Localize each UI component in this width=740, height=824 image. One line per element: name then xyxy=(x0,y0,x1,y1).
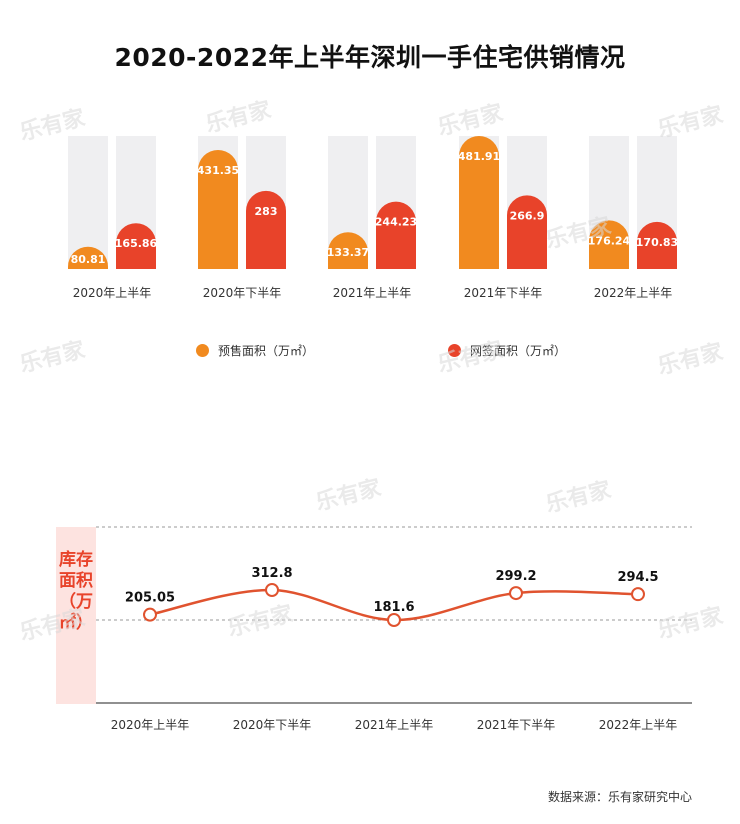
data-point xyxy=(631,587,645,602)
x-tick-label: 2021年上半年 xyxy=(355,718,434,732)
supply-sales-bar-chart: 80.81 165.86 2020年上半年 431.35 283 2020年下半年 133.… xyxy=(68,136,678,300)
bar-value-label: 244.23 xyxy=(375,216,417,229)
x-tick-label: 2021年下半年 xyxy=(464,286,543,300)
bar-value-label: 481.91 xyxy=(458,150,500,163)
bar-presale xyxy=(589,220,629,269)
bar-signed xyxy=(507,195,547,269)
x-tick-label: 2022年上半年 xyxy=(599,718,678,732)
bar-signed xyxy=(246,190,286,269)
bar-value-label: 431.35 xyxy=(197,164,239,177)
legend-item-signed: 网签面积（万㎡） xyxy=(448,342,566,359)
bar-signed xyxy=(116,223,156,269)
data-point xyxy=(387,613,401,627)
bar-signed xyxy=(637,221,678,269)
x-tick-label: 2020年上半年 xyxy=(111,718,190,732)
x-tick-label: 2021年下半年 xyxy=(477,718,556,732)
y-axis-label: 库存面积（万㎡） xyxy=(59,550,93,633)
bar-presale xyxy=(68,246,108,269)
chart-title: 2020-2022年上半年深圳一手住宅供销情况 xyxy=(114,43,626,72)
data-label: 205.05 xyxy=(125,591,175,606)
data-point xyxy=(265,583,279,597)
legend-label-presale: 预售面积（万㎡） xyxy=(218,344,315,358)
data-point xyxy=(509,586,523,601)
bar-value-label: 133.37 xyxy=(327,246,369,259)
bar-value-label: 283 xyxy=(255,205,278,218)
data-label: 299.2 xyxy=(495,569,536,584)
x-tick-label: 2021年上半年 xyxy=(333,286,412,300)
x-tick-label: 2020年下半年 xyxy=(203,286,282,300)
bar-value-label: 176.24 xyxy=(588,234,631,247)
bar-presale xyxy=(198,149,238,269)
x-tick-label: 2022年上半年 xyxy=(594,286,673,300)
x-tick-label: 2020年下半年 xyxy=(233,718,312,732)
legend-swatch-signed xyxy=(448,344,461,357)
bar-presale xyxy=(328,232,368,269)
data-label: 312.8 xyxy=(251,566,292,581)
bar-value-label: 165.86 xyxy=(115,237,158,250)
y-axis-label-box xyxy=(56,527,96,704)
data-point xyxy=(143,607,157,622)
source-note: 数据来源：乐有家研究中心 xyxy=(547,790,692,804)
data-label: 294.5 xyxy=(617,570,658,585)
bar-value-label: 80.81 xyxy=(71,253,106,266)
x-tick-label: 2020年上半年 xyxy=(73,286,152,300)
legend-label-signed: 网签面积（万㎡） xyxy=(470,344,567,358)
legend-swatch-presale xyxy=(196,344,209,357)
bar-value-label: 266.9 xyxy=(510,209,545,222)
data-label: 181.6 xyxy=(373,600,414,615)
bar-presale xyxy=(459,136,499,269)
legend-item-presale: 预售面积（万㎡） xyxy=(196,342,314,359)
bar-signed xyxy=(376,201,416,269)
bar-value-label: 170.83 xyxy=(636,236,678,249)
